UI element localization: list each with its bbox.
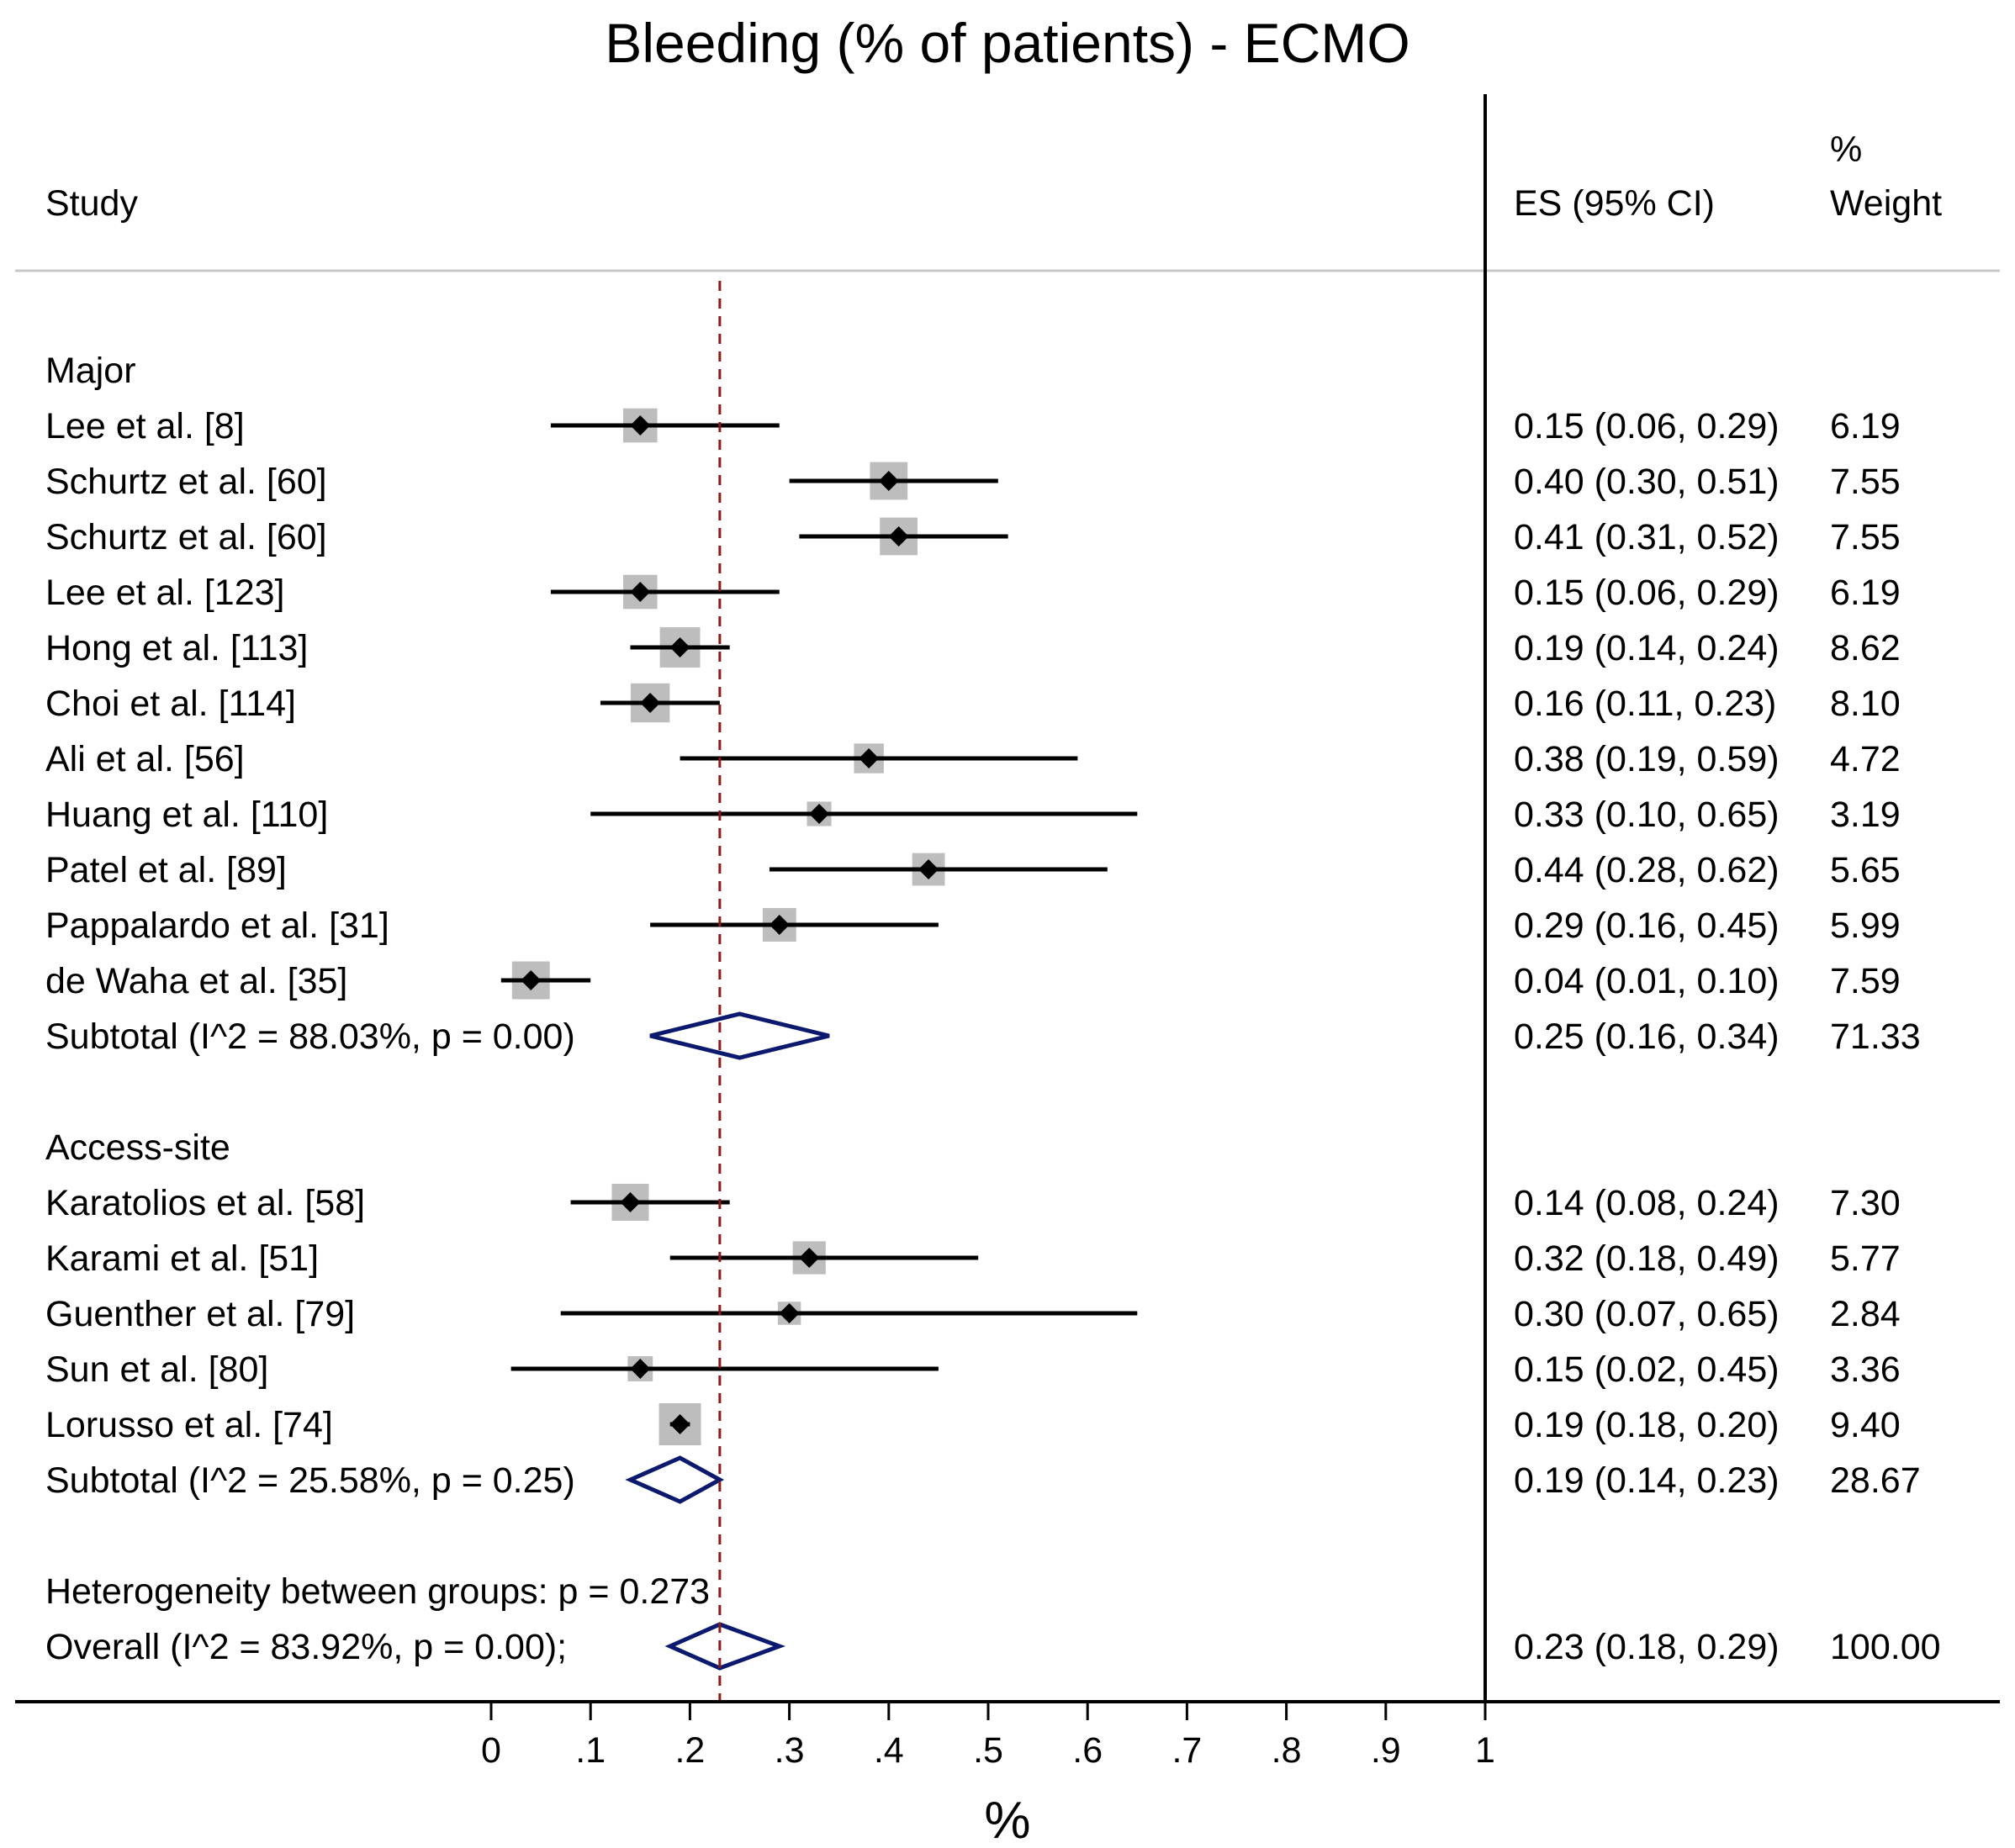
weight-value: 2.84: [1830, 1294, 1901, 1334]
subtotal-weight: 71.33: [1830, 1016, 1921, 1057]
es-ci-value: 0.41 (0.31, 0.52): [1514, 517, 1780, 557]
x-tick-label: .4: [874, 1730, 904, 1771]
weight-value: 8.10: [1830, 684, 1901, 724]
subtotal-es-ci: 0.19 (0.14, 0.23): [1514, 1460, 1780, 1501]
x-tick-label: 1: [1475, 1730, 1495, 1771]
overall-es-ci: 0.23 (0.18, 0.29): [1514, 1627, 1780, 1667]
point-estimate-marker: [640, 693, 661, 713]
overall-weight: 100.00: [1830, 1627, 1941, 1667]
point-estimate-marker: [918, 859, 939, 879]
chart-title: Bleeding (% of patients) - ECMO: [605, 12, 1409, 74]
weight-value: 3.19: [1830, 795, 1901, 835]
es-ci-value: 0.16 (0.11, 0.23): [1514, 684, 1776, 724]
weight-value: 7.55: [1830, 462, 1901, 502]
header-weight: Weight: [1830, 183, 1942, 224]
subtotal-diamond: [625, 1455, 725, 1504]
study-label: Pappalardo et al. [31]: [45, 906, 389, 946]
study-label: Lee et al. [123]: [45, 573, 285, 613]
study-label: Schurtz et al. [60]: [45, 517, 327, 557]
x-tick-label: .7: [1171, 1730, 1202, 1771]
es-ci-value: 0.30 (0.07, 0.65): [1514, 1294, 1780, 1334]
es-ci-value: 0.32 (0.18, 0.49): [1514, 1238, 1780, 1279]
es-ci-value: 0.15 (0.06, 0.29): [1514, 573, 1780, 613]
es-ci-value: 0.29 (0.16, 0.45): [1514, 906, 1780, 946]
study-label: Hong et al. [113]: [45, 628, 308, 668]
heterogeneity-text: Heterogeneity between groups: p = 0.273: [45, 1571, 710, 1612]
point-estimate-marker: [669, 637, 690, 657]
subtotal-weight: 28.67: [1830, 1460, 1921, 1501]
study-label: Ali et al. [56]: [45, 739, 245, 779]
study-label: Lee et al. [8]: [45, 406, 245, 446]
study-label: Huang et al. [110]: [45, 795, 328, 835]
group-label: Major: [45, 351, 136, 391]
weight-value: 6.19: [1830, 406, 1901, 446]
es-ci-value: 0.04 (0.01, 0.10): [1514, 961, 1780, 1001]
x-axis-label: %: [984, 1792, 1030, 1848]
study-label: Karatolios et al. [58]: [45, 1183, 365, 1223]
point-estimate-marker: [630, 1359, 651, 1379]
point-estimate-marker: [521, 970, 542, 990]
point-estimate-marker: [799, 1248, 820, 1268]
weight-value: 8.62: [1830, 628, 1901, 668]
x-tick-label: .3: [775, 1730, 805, 1771]
overall-diamond: [664, 1622, 786, 1671]
overall-label: Overall (I^2 = 83.92%, p = 0.00);: [45, 1627, 567, 1667]
study-label: de Waha et al. [35]: [45, 961, 347, 1001]
header-study: Study: [45, 183, 138, 224]
subtotal-label: Subtotal (I^2 = 25.58%, p = 0.25): [45, 1460, 575, 1501]
study-label: Sun et al. [80]: [45, 1349, 268, 1390]
x-tick-label: .8: [1272, 1730, 1302, 1771]
es-ci-value: 0.38 (0.19, 0.59): [1514, 739, 1780, 779]
point-estimate-marker: [779, 1303, 800, 1323]
point-estimate-marker: [630, 582, 651, 602]
x-tick-label: .2: [674, 1730, 705, 1771]
study-label: Lorusso et al. [74]: [45, 1405, 333, 1445]
subtotal-diamond: [649, 1011, 830, 1060]
weight-value: 4.72: [1830, 739, 1901, 779]
point-estimate-marker: [669, 1414, 690, 1434]
x-tick-label: 0: [481, 1730, 501, 1771]
header-weight-percent: %: [1830, 129, 1862, 170]
weight-value: 7.59: [1830, 961, 1901, 1001]
point-estimate-marker: [769, 915, 790, 935]
x-tick-label: .5: [973, 1730, 1003, 1771]
x-tick-label: .6: [1072, 1730, 1103, 1771]
es-ci-value: 0.44 (0.28, 0.62): [1514, 850, 1780, 890]
weight-value: 9.40: [1830, 1405, 1901, 1445]
study-label: Karami et al. [51]: [45, 1238, 319, 1279]
weight-value: 5.77: [1830, 1238, 1901, 1279]
study-label: Guenther et al. [79]: [45, 1294, 355, 1334]
es-ci-value: 0.15 (0.06, 0.29): [1514, 406, 1780, 446]
subtotal-es-ci: 0.25 (0.16, 0.34): [1514, 1016, 1780, 1057]
subtotal-label: Subtotal (I^2 = 88.03%, p = 0.00): [45, 1016, 575, 1057]
x-tick-label: .9: [1371, 1730, 1401, 1771]
point-estimate-marker: [809, 804, 830, 824]
study-label: Patel et al. [89]: [45, 850, 287, 890]
weight-value: 5.65: [1830, 850, 1901, 890]
weight-value: 7.55: [1830, 517, 1901, 557]
es-ci-value: 0.19 (0.18, 0.20): [1514, 1405, 1780, 1445]
es-ci-value: 0.14 (0.08, 0.24): [1514, 1183, 1780, 1223]
es-ci-value: 0.15 (0.02, 0.45): [1514, 1349, 1780, 1390]
header-es-ci: ES (95% CI): [1514, 183, 1715, 224]
weight-value: 7.30: [1830, 1183, 1901, 1223]
point-estimate-marker: [630, 415, 651, 436]
es-ci-value: 0.40 (0.30, 0.51): [1514, 462, 1780, 502]
es-ci-value: 0.33 (0.10, 0.65): [1514, 795, 1780, 835]
study-label: Schurtz et al. [60]: [45, 462, 327, 502]
point-estimate-marker: [620, 1192, 641, 1212]
point-estimate-marker: [859, 748, 880, 768]
weight-value: 6.19: [1830, 573, 1901, 613]
weight-value: 3.36: [1830, 1349, 1901, 1390]
es-ci-value: 0.19 (0.14, 0.24): [1514, 628, 1780, 668]
x-tick-label: .1: [575, 1730, 606, 1771]
study-label: Choi et al. [114]: [45, 684, 296, 724]
point-estimate-marker: [888, 526, 909, 546]
point-estimate-marker: [878, 471, 899, 491]
weight-value: 5.99: [1830, 906, 1901, 946]
group-label: Access-site: [45, 1127, 230, 1168]
